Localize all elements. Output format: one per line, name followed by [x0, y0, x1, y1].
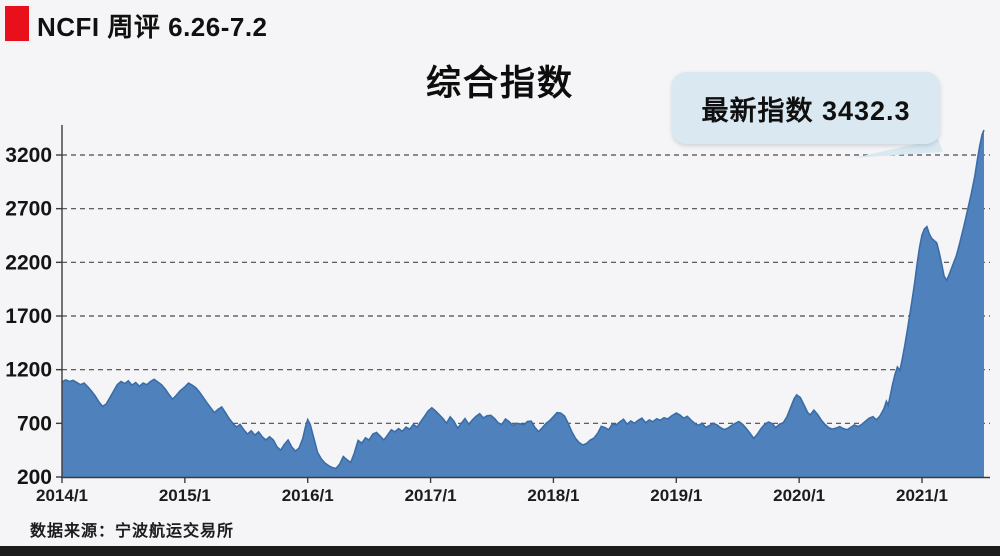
y-axis-label-1700: 1700 — [5, 305, 52, 328]
y-axis-label-2700: 2700 — [5, 198, 52, 221]
latest-index-label: 最新指数 3432.3 — [701, 95, 911, 126]
x-axis-label-2021: 2021/1 — [896, 486, 948, 505]
y-axis-label-1200: 1200 — [5, 359, 52, 382]
brand-accent-block — [5, 6, 29, 41]
x-axis-label-2015: 2015/1 — [159, 486, 211, 505]
bottom-bar — [0, 546, 1000, 556]
x-axis-label-2019: 2019/1 — [650, 486, 702, 505]
index-area-fill — [62, 130, 984, 477]
data-source-note: 数据来源：宁波航运交易所 — [30, 523, 235, 540]
report-title: NCFI 周评 6.26-7.2 — [37, 12, 268, 42]
y-axis-label-700: 700 — [17, 412, 52, 435]
y-axis-label-2200: 2200 — [5, 251, 52, 274]
y-axis-label-200: 200 — [17, 466, 52, 489]
x-axis-label-2016: 2016/1 — [282, 486, 334, 505]
latest-index-callout: 最新指数 3432.3 — [672, 72, 940, 144]
x-axis-label-2014: 2014/1 — [36, 486, 88, 505]
x-axis-label-2017: 2017/1 — [405, 486, 457, 505]
chart-title: 综合指数 — [425, 64, 574, 103]
x-axis-label-2020: 2020/1 — [773, 486, 825, 505]
x-axis-label-2018: 2018/1 — [527, 486, 579, 505]
y-axis-label-3200: 3200 — [5, 144, 52, 167]
index-line — [61, 129, 985, 470]
